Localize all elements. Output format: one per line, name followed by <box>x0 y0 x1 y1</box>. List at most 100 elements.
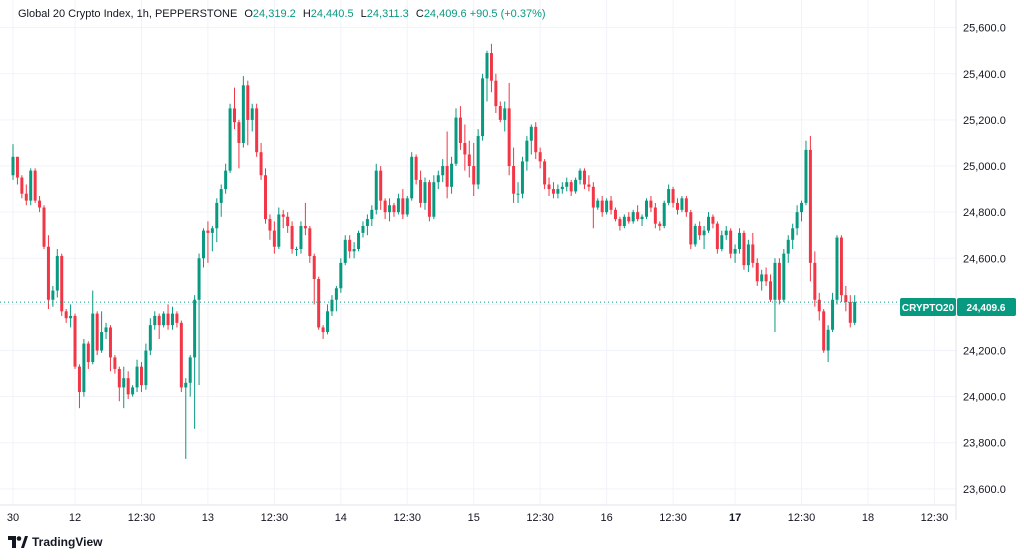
candle-up <box>357 230 361 252</box>
candle-up <box>441 159 445 183</box>
candle-body <box>565 182 569 187</box>
candle-body <box>139 366 143 386</box>
candle-body <box>104 327 108 333</box>
candle-body <box>640 216 644 220</box>
candle-down <box>512 147 516 203</box>
candle-up <box>556 184 560 199</box>
candle-body <box>538 152 542 162</box>
candle-body <box>388 205 392 213</box>
y-tick-label: 25,600.0 <box>963 23 1006 35</box>
candle-body <box>339 262 343 289</box>
candle-body <box>529 126 533 141</box>
candle-up <box>82 338 86 397</box>
candle-down <box>755 258 759 286</box>
candle-body <box>720 235 724 250</box>
candle-body <box>117 368 121 388</box>
candle-down <box>312 253 316 305</box>
candle-up <box>370 205 374 226</box>
y-tick-label: 24,000.0 <box>963 392 1006 404</box>
candle-body <box>600 200 604 213</box>
candle-body <box>95 313 99 351</box>
x-tick-label: 12:30 <box>921 512 949 524</box>
candle-body <box>131 387 135 395</box>
candle-up <box>295 246 299 256</box>
candle-body <box>698 225 702 236</box>
candle-up <box>707 212 711 233</box>
candle-body <box>166 313 170 326</box>
candle-body <box>547 184 551 190</box>
candle-body <box>361 225 365 233</box>
y-tick-label: 25,200.0 <box>963 115 1006 127</box>
candle-body <box>126 378 130 395</box>
x-tick-label: 12:30 <box>526 512 554 524</box>
y-tick-label: 24,200.0 <box>963 346 1006 358</box>
candle-down <box>286 212 290 233</box>
candle-up <box>454 108 458 167</box>
symbol-tag-label: CRYPTO20 <box>902 303 955 314</box>
candle-down <box>46 235 50 309</box>
candle-body <box>658 223 662 226</box>
candle-body <box>605 200 609 213</box>
candle-down <box>600 196 604 217</box>
candle-body <box>684 198 688 213</box>
candle-down <box>498 101 502 123</box>
x-tick-label: 17 <box>729 512 741 524</box>
candle-down <box>839 235 843 303</box>
candle-up <box>277 207 281 250</box>
candle-body <box>312 255 316 280</box>
candle-down <box>108 325 112 372</box>
candle-body <box>644 200 648 217</box>
price-tag-bg <box>957 298 1016 316</box>
candle-up <box>667 184 671 206</box>
candle-body <box>82 343 86 393</box>
candle-up <box>352 242 356 259</box>
x-tick-label: 12:30 <box>394 512 422 524</box>
candle-down <box>33 168 37 203</box>
tradingview-brand-text: TradingView <box>32 535 103 549</box>
symbol-title[interactable]: Global 20 Crypto Index, 1h, PEPPERSTONE <box>18 8 238 20</box>
candle-body <box>348 239 352 252</box>
candle-up <box>330 295 334 316</box>
candle-down <box>255 103 259 157</box>
candle-body <box>60 255 64 312</box>
candle-up <box>432 175 436 220</box>
candle-body <box>631 212 635 222</box>
candle-up <box>122 366 126 409</box>
high-value: 24,440.5 <box>310 8 354 20</box>
candle-body <box>184 382 188 388</box>
candle-body <box>587 184 591 187</box>
candle-body <box>15 156 19 178</box>
candle-body <box>246 85 250 120</box>
candle-body <box>481 78 485 137</box>
candle-down <box>591 182 595 229</box>
candle-down <box>587 175 591 192</box>
candle-up <box>11 144 15 180</box>
price-axis: 25,600.0 25,400.0 25,200.0 25,000.0 24,800.0… <box>963 23 1006 496</box>
candle-down <box>95 311 99 356</box>
candle-down <box>166 304 170 330</box>
candle-up <box>188 355 192 397</box>
candle-up <box>720 230 724 252</box>
candle-down <box>618 216 622 231</box>
candle-up <box>702 225 706 250</box>
candle-body <box>383 200 387 213</box>
candle-body <box>649 200 653 208</box>
candle-body <box>472 166 476 185</box>
candle-body <box>286 216 290 226</box>
candle-down <box>467 140 471 178</box>
candle-body <box>215 202 219 229</box>
candle-down <box>259 142 263 180</box>
candle-body <box>454 117 458 164</box>
tradingview-logo[interactable]: TradingView <box>8 535 102 549</box>
candle-body <box>122 378 126 388</box>
candle-body <box>844 295 848 303</box>
x-tick-label: 14 <box>335 512 347 524</box>
candle-down <box>534 122 538 160</box>
candle-up <box>516 182 520 203</box>
candle-up <box>215 198 219 243</box>
candle-body <box>303 225 307 229</box>
candle-down <box>769 274 773 303</box>
candle-body <box>69 315 73 319</box>
candle-body <box>64 311 68 319</box>
